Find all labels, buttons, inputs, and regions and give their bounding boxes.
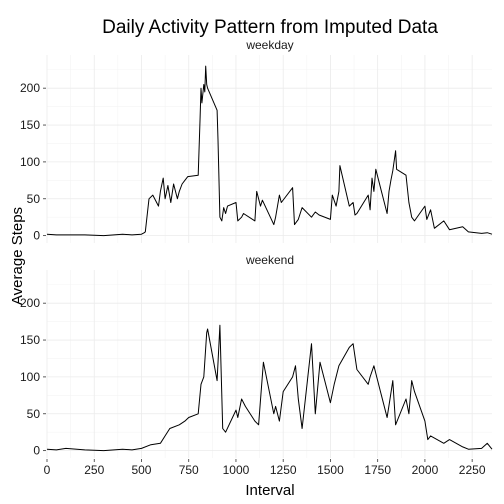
- y-tick-label: 0: [33, 444, 40, 458]
- y-tick-label: 50: [27, 407, 41, 421]
- series-line-weekend: [46, 324, 493, 452]
- x-tick-label: 500: [131, 463, 151, 477]
- x-tick-label: 750: [179, 463, 199, 477]
- panel-label-weekend: weekend: [245, 253, 294, 267]
- y-tick-label: 150: [20, 118, 40, 132]
- y-tick-label: 0: [33, 229, 40, 243]
- x-axis-label: Interval: [245, 482, 294, 499]
- x-tick-label: 2250: [459, 463, 486, 477]
- panel-weekday: weekday 0 50 100 150 200: [20, 38, 493, 243]
- y-tick-label: 200: [20, 296, 40, 310]
- chart-title: Daily Activity Pattern from Imputed Data: [102, 17, 438, 38]
- x-tick-label: 1000: [223, 463, 250, 477]
- x-tick-label: 0: [44, 463, 51, 477]
- y-tick-label: 100: [20, 155, 40, 169]
- y-tick-label: 50: [27, 192, 41, 206]
- y-tick-label: 200: [20, 81, 40, 95]
- x-tick-label: 2000: [412, 463, 439, 477]
- panel-weekend: weekend 0 50 100 150 200: [20, 253, 493, 458]
- panel-label-weekday: weekday: [245, 38, 293, 52]
- y-axis-label: Average Steps: [9, 207, 26, 305]
- x-tick-label: 250: [84, 463, 104, 477]
- x-tick-label: 1750: [364, 463, 391, 477]
- x-tick-label: 1500: [317, 463, 344, 477]
- x-tick-label: 1250: [270, 463, 297, 477]
- series-line-weekday: [46, 65, 493, 237]
- y-tick-label: 150: [20, 333, 40, 347]
- y-tick-label: 100: [20, 370, 40, 384]
